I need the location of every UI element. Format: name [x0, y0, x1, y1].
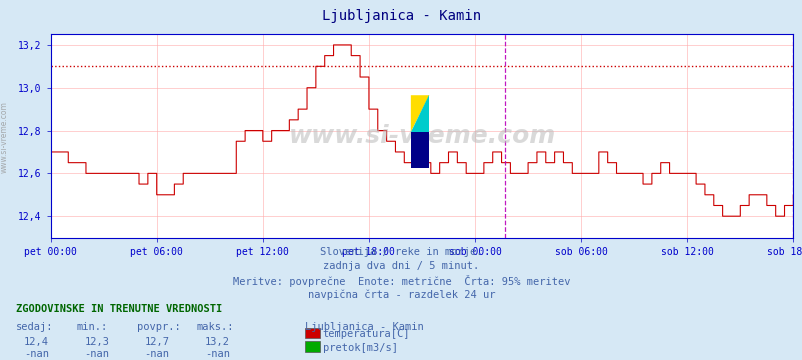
Text: -nan: -nan [24, 349, 49, 359]
Text: 12,7: 12,7 [144, 337, 169, 347]
Text: temperatura[C]: temperatura[C] [322, 329, 410, 339]
Text: 13,2: 13,2 [205, 337, 229, 347]
Polygon shape [411, 95, 429, 132]
Text: -nan: -nan [144, 349, 169, 359]
Text: zadnja dva dni / 5 minut.: zadnja dva dni / 5 minut. [323, 261, 479, 271]
Text: maks.:: maks.: [196, 322, 234, 332]
Text: 12,3: 12,3 [84, 337, 109, 347]
Text: navpična črta - razdelek 24 ur: navpična črta - razdelek 24 ur [307, 290, 495, 300]
Text: Slovenija / reke in morje.: Slovenija / reke in morje. [320, 247, 482, 257]
Text: Meritve: povprečne  Enote: metrične  Črta: 95% meritev: Meritve: povprečne Enote: metrične Črta:… [233, 275, 569, 287]
Text: -nan: -nan [84, 349, 109, 359]
Polygon shape [411, 95, 429, 132]
Text: pretok[m3/s]: pretok[m3/s] [322, 343, 397, 353]
Text: min.:: min.: [76, 322, 107, 332]
Text: 12,4: 12,4 [24, 337, 49, 347]
Bar [411, 132, 429, 168]
Text: ZGODOVINSKE IN TRENUTNE VREDNOSTI: ZGODOVINSKE IN TRENUTNE VREDNOSTI [16, 304, 222, 314]
Text: Ljubljanica - Kamin: Ljubljanica - Kamin [305, 322, 423, 332]
Text: -nan: -nan [205, 349, 229, 359]
Text: www.si-vreme.com: www.si-vreme.com [0, 101, 9, 173]
Text: sedaj:: sedaj: [16, 322, 54, 332]
Text: povpr.:: povpr.: [136, 322, 180, 332]
Text: Ljubljanica - Kamin: Ljubljanica - Kamin [322, 9, 480, 23]
Text: www.si-vreme.com: www.si-vreme.com [288, 124, 555, 148]
